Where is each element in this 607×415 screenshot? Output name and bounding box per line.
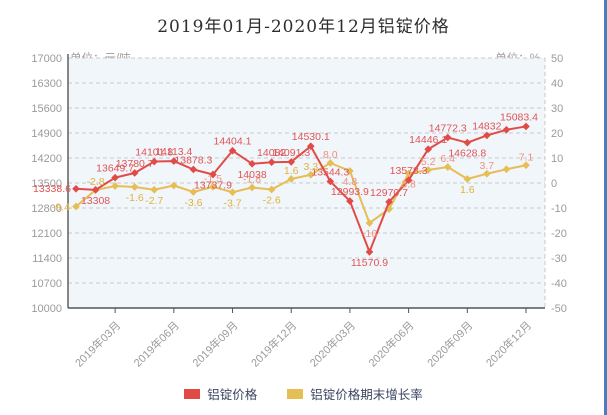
left-axis-tick-label: 10000: [31, 303, 62, 315]
left-axis-tick-label: 17000: [31, 53, 62, 65]
right-axis-tick-label: 0: [551, 178, 557, 190]
price-data-label: 12970.7: [370, 187, 408, 199]
price-series-swatch: [184, 388, 201, 399]
left-axis-tick-label: 12100: [31, 228, 62, 240]
left-axis-tick-label: 14200: [31, 153, 62, 165]
price-data-label: 14628.8: [448, 148, 486, 160]
x-axis-tick-label: 2019年03月: [72, 318, 123, 369]
right-axis-tick-label: -40: [551, 278, 567, 290]
growth-point: [72, 202, 80, 211]
growth-data-label: 7.1: [519, 151, 534, 163]
legend-label-growth: 铝锭价格期末增长率: [310, 388, 423, 402]
legend-item-growth[interactable]: 铝锭价格期末增长率: [287, 384, 423, 403]
price-data-label: 13338.6: [33, 183, 71, 195]
x-axis-tick-label: 2019年06月: [131, 318, 182, 369]
growth-data-label: -3.6: [184, 197, 202, 209]
price-point: [326, 177, 335, 186]
growth-data-label: -3.7: [223, 197, 241, 209]
price-data-label: 13578.3: [390, 165, 428, 177]
left-axis-tick-label: 16300: [31, 78, 62, 90]
x-axis-tick-label: 2019年12月: [248, 318, 299, 369]
right-axis-tick-label: -30: [551, 253, 567, 265]
x-axis-tick-label: 2020年06月: [365, 318, 416, 369]
price-data-label: 14091.3: [272, 147, 310, 159]
price-data-label: 14772.3: [429, 123, 467, 135]
window-right-border: [604, 0, 607, 415]
growth-data-label: 3.3: [303, 161, 318, 173]
price-data-label: 14038: [237, 169, 266, 181]
price-data-label: 13737.9: [194, 180, 232, 192]
left-axis-tick-label: 14900: [31, 128, 62, 140]
right-axis-tick-label: 10: [551, 153, 563, 165]
price-data-label: 14113.4: [155, 146, 192, 158]
right-axis-tick-label: 50: [551, 53, 563, 65]
price-data-label: 14082: [257, 147, 286, 159]
left-axis-tick-label: 12800: [31, 203, 62, 215]
x-axis-tick-label: 2019年09月: [189, 318, 240, 369]
growth-data-label: -9.4: [52, 202, 70, 214]
x-axis-tick-label: 2020年03月: [307, 318, 358, 369]
price-data-label: 14446.1: [409, 134, 447, 146]
growth-data-label: -2.6: [263, 195, 281, 207]
price-data-label: 14101.8: [135, 147, 173, 159]
left-axis-tick-label: 11400: [32, 253, 62, 265]
price-data-label: 13878.3: [174, 154, 212, 166]
price-point: [522, 122, 530, 131]
price-data-label: 13544.3: [311, 166, 349, 178]
growth-data-label: -1.6: [126, 192, 144, 204]
price-data-label: 13780.7: [116, 158, 154, 170]
left-axis-tick-label: 13500: [31, 178, 62, 190]
right-axis-tick-label: -10: [551, 203, 567, 215]
growth-data-label: 1.6: [284, 165, 299, 177]
legend-item-price[interactable]: 铝锭价格: [184, 384, 257, 403]
growth-data-label: -1.5: [204, 173, 222, 185]
growth-data-label: 3.8: [401, 179, 416, 191]
price-data-label: 14530.1: [292, 131, 330, 143]
line-chart: 17000 50 16300 40 15600 30 14900 20 14200 10 13500…: [31, 53, 567, 370]
right-axis-tick-label: -50: [551, 303, 567, 315]
price-data-label: 12993.9: [331, 186, 369, 198]
right-axis-tick-label: 40: [551, 78, 563, 90]
price-data-label: 14404.1: [214, 136, 252, 148]
price-data-label: 15083.4: [500, 111, 538, 123]
growth-data-label: 6.4: [440, 153, 455, 165]
growth-data-label: 1.6: [460, 184, 475, 196]
price-point: [111, 173, 119, 182]
growth-data-label: -1.8: [243, 174, 261, 186]
right-axis-tick-label: 20: [551, 128, 563, 140]
growth-data-label: -2.7: [145, 195, 163, 207]
growth-series-swatch: [287, 388, 304, 399]
growth-point: [111, 182, 119, 190]
chart-title: 2019年01月-2020年12月铝锭价格: [157, 17, 450, 37]
left-axis-tick-label: 10700: [31, 278, 62, 290]
growth-data-label: -2.8: [87, 176, 105, 188]
price-data-label: 14832: [472, 120, 501, 132]
price-point: [72, 184, 80, 193]
growth-data-label: 5.2: [421, 156, 436, 168]
price-data-label: 13308: [81, 195, 110, 207]
growth-point: [522, 161, 530, 170]
right-axis-tick-label: -20: [551, 228, 567, 240]
price-line: [75, 125, 527, 253]
x-axis-tick-label: 2020年12月: [483, 318, 534, 369]
growth-data-label: 3.7: [480, 160, 495, 172]
left-axis-tick-label: 15600: [31, 103, 62, 115]
chart-legend: 铝锭价格 铝锭价格期末增长率: [0, 384, 607, 403]
growth-data-label: -16: [362, 228, 377, 240]
growth-data-label: 8.0: [323, 149, 338, 161]
x-axis-tick-label: 2020年09月: [424, 318, 475, 369]
growth-point: [130, 183, 139, 191]
right-axis-tick-label: 30: [551, 103, 563, 115]
legend-label-price: 铝锭价格: [207, 388, 258, 402]
price-data-label: 13649.7: [96, 163, 134, 175]
price-data-label: 11570.9: [351, 257, 388, 269]
growth-data-label: 4.8: [343, 176, 358, 188]
growth-point: [248, 183, 256, 192]
